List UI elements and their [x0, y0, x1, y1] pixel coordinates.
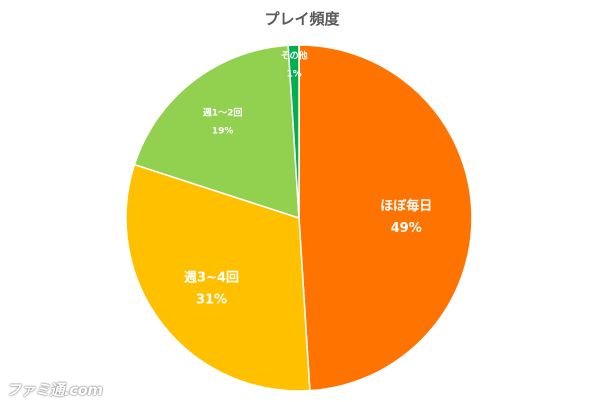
slice-value-label: 49% — [391, 221, 422, 236]
slice-value-label: 31% — [196, 292, 227, 307]
pie-slice — [287, 44, 300, 219]
slice-label: ほぼ毎日 — [380, 198, 432, 214]
chart-title: プレイ頻度 — [264, 10, 340, 28]
pie-slice — [133, 44, 300, 220]
slice-value-label: 19% — [212, 127, 234, 137]
slice-label: 週3~4回 — [184, 270, 239, 285]
slice-label: その他 — [281, 50, 308, 62]
pie-slice — [125, 163, 311, 392]
slice-label: 週1～2回 — [203, 108, 243, 119]
slice-value-label: 1% — [286, 70, 301, 80]
pie-slice — [298, 44, 473, 392]
watermark-logo: ファミ通.com — [6, 381, 103, 399]
